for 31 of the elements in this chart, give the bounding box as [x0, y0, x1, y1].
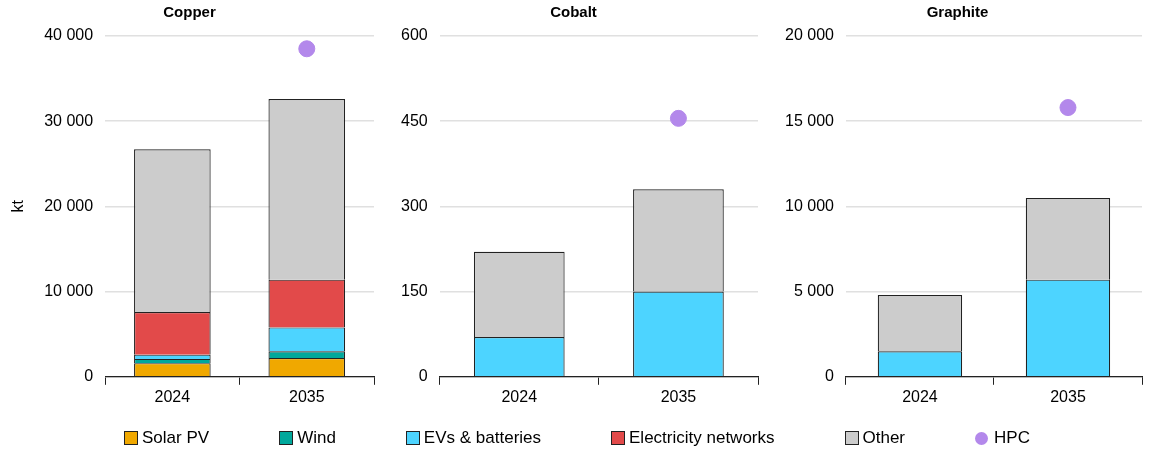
x-tick-label: 2024: [902, 387, 938, 405]
y-tick-label: 0: [418, 367, 428, 385]
y-tick-label: 0: [825, 367, 835, 385]
x-tick-label: 2035: [660, 387, 697, 405]
y-tick-label: 15 000: [785, 111, 835, 129]
legend-label: Other: [862, 428, 906, 448]
y-tick-label: 10 000: [785, 196, 835, 214]
y-tick-label: 5 000: [793, 282, 835, 300]
chart-title: Copper: [163, 3, 216, 21]
y-tick-label: 600: [400, 26, 428, 44]
y-tick-label: 20 000: [785, 26, 835, 44]
x-tick-label: 2035: [1050, 387, 1086, 405]
chart-title: Cobalt: [550, 3, 597, 21]
legend-label: Wind: [297, 428, 336, 448]
y-axis-title: kt: [9, 199, 27, 213]
legend-label: EVs & batteries: [423, 428, 542, 448]
chart-title: Graphite: [926, 3, 989, 21]
y-tick-label: 20 000: [44, 196, 94, 214]
legend-label: Solar PV: [142, 428, 210, 448]
y-tick-label: 450: [400, 111, 428, 129]
y-tick-label: 40 000: [44, 26, 94, 44]
y-tick-label: 10 000: [44, 282, 94, 300]
y-tick-label: 0: [84, 367, 94, 385]
y-tick-label: 150: [400, 282, 428, 300]
y-tick-label: 30 000: [44, 111, 94, 129]
x-tick-label: 2024: [501, 387, 538, 405]
legend-label: Electricity networks: [629, 428, 775, 448]
y-tick-label: 300: [400, 196, 428, 214]
legend-label: HPC: [994, 428, 1030, 448]
x-tick-label: 2035: [288, 387, 325, 405]
x-tick-label: 2024: [154, 387, 191, 405]
